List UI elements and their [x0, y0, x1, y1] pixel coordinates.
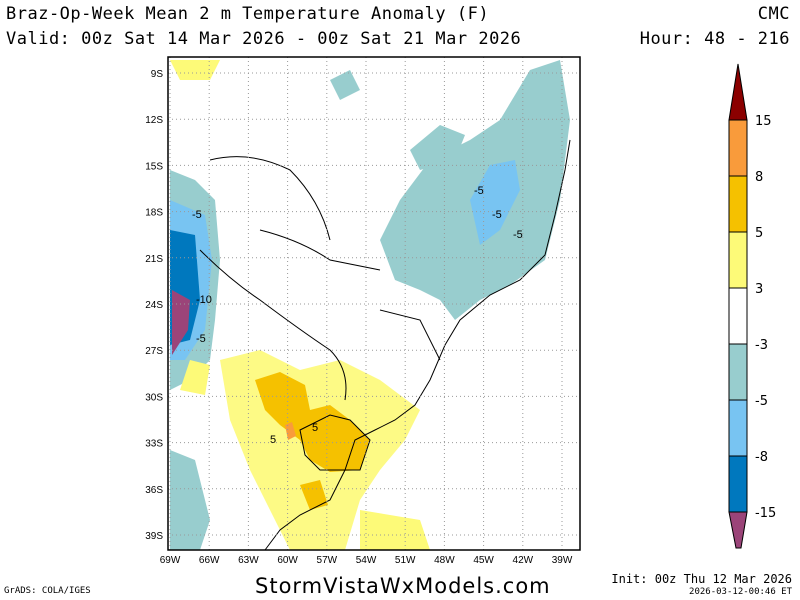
coastline — [199, 139, 571, 551]
colorbar-level-label: 15 — [755, 114, 772, 129]
lon-tick-label: 45W — [473, 555, 494, 566]
cool-anomaly-area — [470, 160, 520, 245]
valid-period: Valid: 00z Sat 14 Mar 2026 - 00z Sat 21 … — [6, 29, 522, 49]
cool-anomaly-area — [170, 450, 210, 550]
colorbar-segment — [728, 287, 748, 345]
colorbar-level-label: -5 — [755, 394, 768, 409]
colorbar-level-label: 8 — [755, 170, 763, 185]
hot-anomaly-area — [300, 480, 328, 510]
contour-label: 5 — [312, 422, 318, 434]
colorbar-level-label: -3 — [755, 338, 768, 353]
forecast-hours: Hour: 48 - 216 — [639, 29, 790, 49]
colorbar: 15 8 5 3 -3 -5 -8 -15 — [728, 63, 776, 549]
lon-tick-label: 57W — [317, 555, 338, 566]
lon-tick-label: 51W — [395, 555, 416, 566]
colorbar-segment — [728, 343, 748, 401]
lat-tick-label: 33S — [145, 439, 163, 450]
colorbar-segment — [728, 175, 748, 233]
lat-tick-label: 12S — [145, 115, 163, 126]
model-name: CMC — [757, 4, 790, 24]
generated-timestamp: 2026-03-12-00:46 ET — [689, 587, 792, 597]
lat-lon-grid — [168, 57, 580, 550]
lat-tick-label: 21S — [145, 254, 163, 265]
contour-label: -5 — [513, 229, 523, 241]
grads-credit: GrADS: COLA/IGES — [4, 586, 91, 596]
contour-label: 5 — [270, 434, 276, 446]
contour-label: -5 — [474, 185, 484, 197]
contour-label: -5 — [492, 209, 502, 221]
colorbar-segment — [728, 455, 748, 513]
colorbar-segment — [728, 119, 748, 177]
lon-tick-label: 63W — [238, 555, 259, 566]
colorbar-level-label: -15 — [755, 506, 776, 521]
colorbar-segment — [728, 399, 748, 457]
lat-tick-label: 15S — [145, 161, 163, 172]
lat-tick-label: 24S — [145, 300, 163, 311]
hot-anomaly-area — [255, 372, 370, 472]
very-hot-area — [285, 422, 296, 440]
colorbar-level-label: -8 — [755, 450, 768, 465]
init-time: Init: 00z Thu 12 Mar 2026 — [611, 572, 792, 586]
lon-tick-label: 54W — [356, 555, 377, 566]
map-frame — [167, 56, 581, 551]
lon-tick-label: 39W — [552, 555, 573, 566]
cool-anomaly-area — [410, 125, 465, 170]
colorbar-level-label: 3 — [755, 282, 763, 297]
anomaly-fills — [170, 60, 570, 550]
lat-tick-label: 18S — [145, 208, 163, 219]
lon-tick-label: 60W — [277, 555, 298, 566]
contour-label: -10 — [196, 294, 212, 306]
lat-tick-label: 9S — [151, 69, 164, 80]
lon-tick-label: 42W — [513, 555, 534, 566]
map-title: Braz-Op-Week Mean 2 m Temperature Anomal… — [6, 4, 490, 24]
site-watermark: StormVistaWxModels.com — [255, 574, 551, 598]
lon-tick-label: 66W — [199, 555, 220, 566]
lat-tick-label: 36S — [145, 485, 163, 496]
warm-anomaly-area — [170, 60, 220, 80]
colorbar-level-label: 5 — [755, 226, 763, 241]
lat-tick-label: 30S — [145, 392, 163, 403]
warm-anomaly-area — [360, 510, 430, 550]
colorbar-bottom-arrow — [728, 511, 748, 549]
lon-tick-label: 69W — [160, 555, 181, 566]
lat-tick-label: 39S — [145, 531, 163, 542]
extreme-cold-area — [172, 290, 190, 355]
cool-anomaly-area — [330, 70, 360, 100]
lat-tick-label: 27S — [145, 346, 163, 357]
colorbar-top-arrow — [728, 63, 748, 121]
contour-label: -5 — [196, 333, 206, 345]
colorbar-segment — [728, 231, 748, 289]
lon-tick-label: 48W — [434, 555, 455, 566]
contour-label: -5 — [192, 209, 202, 221]
warm-anomaly-area — [180, 360, 210, 395]
